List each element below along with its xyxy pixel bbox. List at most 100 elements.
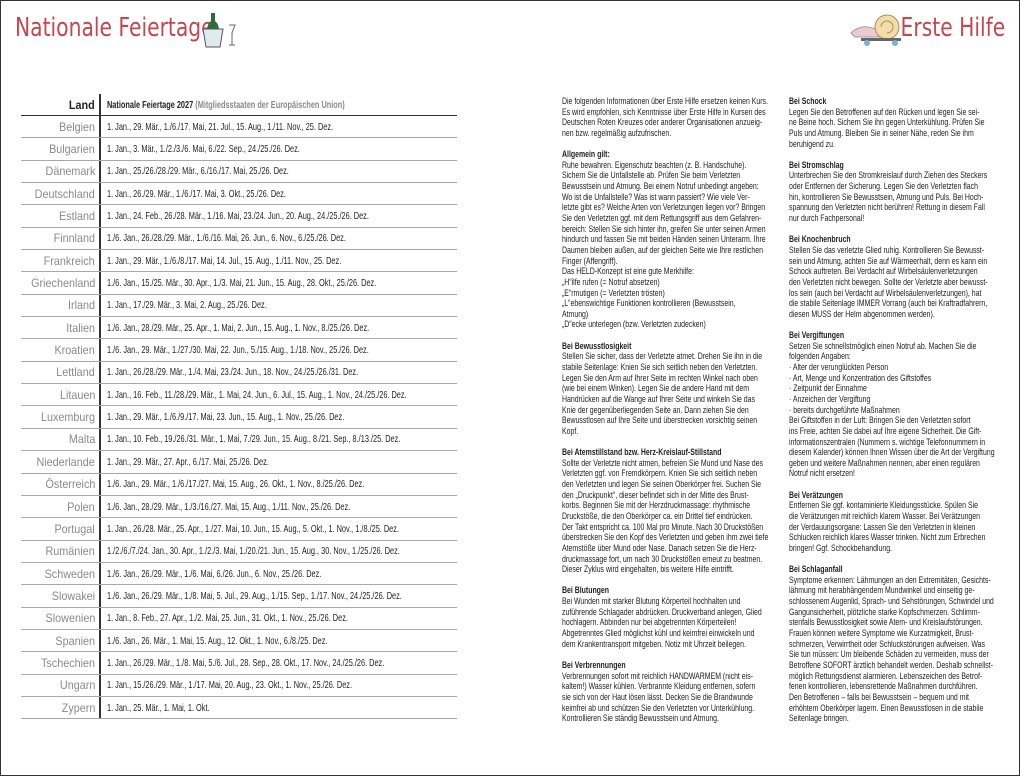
column-divider — [99, 339, 101, 361]
column-divider — [99, 361, 101, 384]
holiday-dates: 1. Jan., 29. Mär., 1./6./17. Mai, 21. Ju… — [106, 120, 333, 133]
text-line: druckmassage fort, um nach 30 Druckstöße… — [562, 552, 763, 564]
text-line: kaltem!) Wasser kühlen. Verbrannte Kleid… — [562, 680, 756, 692]
text-line: · bereits durchgeführte Maßnahmen — [789, 403, 900, 415]
text-line: geben und weitere Maßnahmen nennen, aber… — [789, 456, 980, 468]
text-line: bereich: Stellen Sie sich hinter ihn, gr… — [562, 222, 766, 234]
holiday-dates: 1./6. Jan., 26. Mär., 1. Mai, 15. Aug., … — [106, 634, 327, 647]
text-line: Schlucken reichlich klares Wasser trinke… — [789, 531, 986, 543]
country-name: Frankreich — [43, 253, 95, 268]
text-line: erhöhtem Oberkörper lagern. Einen Bewuss… — [789, 701, 984, 713]
text-line: stabile Seitenlage: Knien Sie sich seitl… — [562, 361, 758, 373]
section-heading: Bei Schock — [789, 95, 827, 106]
text-line: · Alter der verunglückten Person — [789, 361, 889, 373]
text-line: zuführende Schlagader abdrücken. Druckve… — [562, 605, 762, 617]
text-line: den Verletzten und legen Sie seinen Ober… — [562, 478, 762, 490]
page-title-holidays: Nationale Feiertage — [15, 13, 214, 43]
text-line: Legen Sie den Betroffenen auf den Rücken… — [789, 105, 980, 117]
holiday-dates: 1. Jan., 26./29. Mär., 1./6./17. Mai, 3.… — [106, 187, 286, 200]
table-row: Slowenien 1. Jan., 8. Feb., 27. Apr., 1./… — [21, 607, 457, 630]
holiday-dates: 1./6. Jan., 26./29. Mär., 1./6. Mai, 6./… — [106, 567, 321, 580]
holiday-dates: 1./6. Jan., 28./29. Mär., 1./3./16./27. … — [106, 500, 350, 513]
text-line: Kopf. — [562, 424, 579, 436]
table-row: Belgien 1. Jan., 29. Mär., 1./6./17. Mai,… — [21, 116, 457, 139]
table-row: Zypern 1. Jan., 25. Mär., 1. Mai, 1. Okt. — [21, 696, 457, 720]
text-line: folgenden Angaben: — [789, 350, 851, 362]
text-line: bringen! Ggf. Schockbehandlung. — [789, 541, 892, 553]
text-line: die stabile Seitenlage IMMER Vorrang (au… — [789, 297, 988, 309]
table-row: Irland 1. Jan., 17./29. Mär., 3. Mai, 2. … — [21, 294, 457, 318]
text-line: informationszentralen (Nummern s. wichti… — [789, 435, 986, 447]
text-line: Entfernen Sie ggf. kontaminierte Kleidun… — [789, 499, 978, 511]
column-divider — [99, 518, 101, 540]
text-line: Unterbrechen Sie den Stromkreislauf durc… — [789, 169, 988, 181]
text-line: schlossenem Augenlid, Sprach- und Sehstö… — [789, 595, 994, 607]
column-divider — [99, 294, 101, 317]
text-line: oder Entfernen der Sicherung. Legen Sie … — [789, 180, 978, 192]
country-name: Irland — [67, 298, 95, 313]
country-name: Belgien — [58, 119, 95, 134]
text-line: Handrücken auf die Wange auf Ihrer Seite… — [562, 392, 755, 404]
table-header: Land Nationale Feiertage 2027 (Mitglieds… — [21, 94, 457, 116]
column-divider — [99, 696, 101, 719]
text-line: Setzen Sie schnellstmöglich einen Notruf… — [789, 339, 977, 351]
champagne-bucket-icon — [202, 13, 236, 48]
text-line: diesem Kalender) können Ihnen Wissen übe… — [789, 446, 995, 458]
column-divider — [99, 674, 101, 696]
holiday-dates: 1./6. Jan., 15./25. Mär., 30. Apr., 1./3… — [106, 277, 376, 290]
text-line: Der Takt entspricht ca. 100 Mal pro Minu… — [562, 520, 764, 532]
holiday-dates: 1. Jan., 17./29. Mär., 3. Mai, 2. Aug., … — [106, 299, 267, 312]
holiday-dates: 1./6. Jan., 26./28./29. Mär., 1./6./16. … — [106, 232, 346, 245]
column-divider — [99, 183, 101, 205]
text-line: „E“rmutigen (= Verletzten trösten) — [562, 286, 665, 298]
table-row: Spanien 1./6. Jan., 26. Mär., 1. Mai, 15.… — [21, 629, 457, 653]
text-line: Bei Giftstoffen in der Luft: Bringen Sie… — [789, 414, 971, 426]
section-heading: Bei Schlaganfall — [789, 563, 843, 575]
text-line: die Verätzungen mit reichlich klarem Was… — [789, 509, 981, 521]
column-divider — [99, 138, 101, 160]
text-line: Puls und Atmung. Bleiben Sie in seiner N… — [789, 126, 974, 138]
text-line: Deutschen Roten Kreuzes oder anderer Org… — [562, 116, 763, 128]
text-line: · Zeitpunkt der Einnahme — [789, 382, 867, 394]
text-line: schmerzen, Verwirrtheit oder Schluckstör… — [789, 637, 986, 649]
text-line: der Verdauungsorgane: Lassen Sie den Ver… — [789, 520, 976, 532]
table-row: Österreich 1./6. Jan., 29. Mär., 1./6./17… — [21, 473, 457, 496]
text-line: Frauen können weitere Symptome wie Kurza… — [789, 627, 974, 639]
holiday-dates: 1. Jan., 26./28./29. Mär., 1./4. Mai, 23… — [106, 366, 358, 379]
country-name: Luxemburg — [40, 410, 95, 425]
table-row: Portugal 1. Jan., 26./28. Mär., 25. Apr.,… — [21, 518, 457, 541]
holiday-dates: 1. Jan., 26./28. Mär., 25. Apr., 1./27. … — [106, 522, 399, 535]
country-name: Zypern — [61, 700, 95, 715]
text-line: den „Druckpunkt“, dieser befindet sich i… — [562, 488, 749, 500]
text-line: nur durch Fachpersonal! — [789, 212, 865, 224]
first-aid-column-2: Bei Schock Legen Sie den Betroffenen auf … — [789, 95, 1014, 724]
text-line: sein und Atmung, achten Sie auf Wärmeerh… — [789, 254, 988, 266]
column-divider — [99, 317, 101, 339]
holiday-dates: 1./6. Jan., 29. Mär., 1./27./30. Mai, 22… — [106, 344, 369, 357]
text-line: diesen MUSS der Helm abgenommen werden). — [789, 307, 935, 319]
column-divider — [99, 629, 101, 652]
column-divider — [99, 94, 101, 115]
text-line: Wo ist die Unfallstelle? Was ist wann pa… — [562, 190, 750, 202]
text-line: Sollte der Verletzte nicht atmen, befrei… — [562, 456, 763, 468]
text-line: hindurch und fassen Sie mit beiden Hände… — [562, 233, 766, 245]
country-name: Griechenland — [30, 276, 95, 291]
text-line: nen bzw. regelmäßig aufzufrischen. — [562, 126, 672, 138]
text-line: spannung den Verletzten nicht berühren! … — [789, 201, 985, 213]
text-line: Betroffene SOFORT ärztlich behandelt wer… — [789, 658, 993, 670]
text-line: Ruhe bewahren. Eigenschutz beachten (z. … — [562, 158, 747, 170]
section-heading: Bei Vergiftungen — [789, 329, 845, 341]
text-line: · Art, Menge und Konzentration des Gifts… — [789, 371, 932, 383]
holiday-dates: 1./6. Jan., 26./29. Mär., 1./8. Mai, 5. … — [106, 589, 402, 602]
text-line: letzte gibt es? Welche Arten von Verletz… — [562, 201, 766, 213]
text-line: keimfrei ab und schützen Sie den Verletz… — [562, 701, 755, 713]
text-line: sie sich von der Haut lösen lässt. Decke… — [562, 690, 753, 702]
country-name: Deutschland — [34, 186, 95, 201]
text-line: Sie den Verletzten ggf. mit dem Rettungs… — [562, 212, 762, 224]
first-aid-column-1: Die folgenden Informationen über Erste H… — [562, 95, 787, 724]
section-heading: Bei Atemstillstand bzw. Herz-Kreislauf-S… — [562, 446, 722, 458]
country-name: Italien — [66, 320, 95, 335]
holiday-dates: 1./6. Jan., 28./29. Mär., 25. Apr., 1. M… — [106, 321, 369, 334]
holiday-dates: 1. Jan., 10. Feb., 19./26./31. Mär., 1. … — [106, 433, 400, 446]
text-line: Die folgenden Informationen über Erste H… — [562, 95, 768, 106]
